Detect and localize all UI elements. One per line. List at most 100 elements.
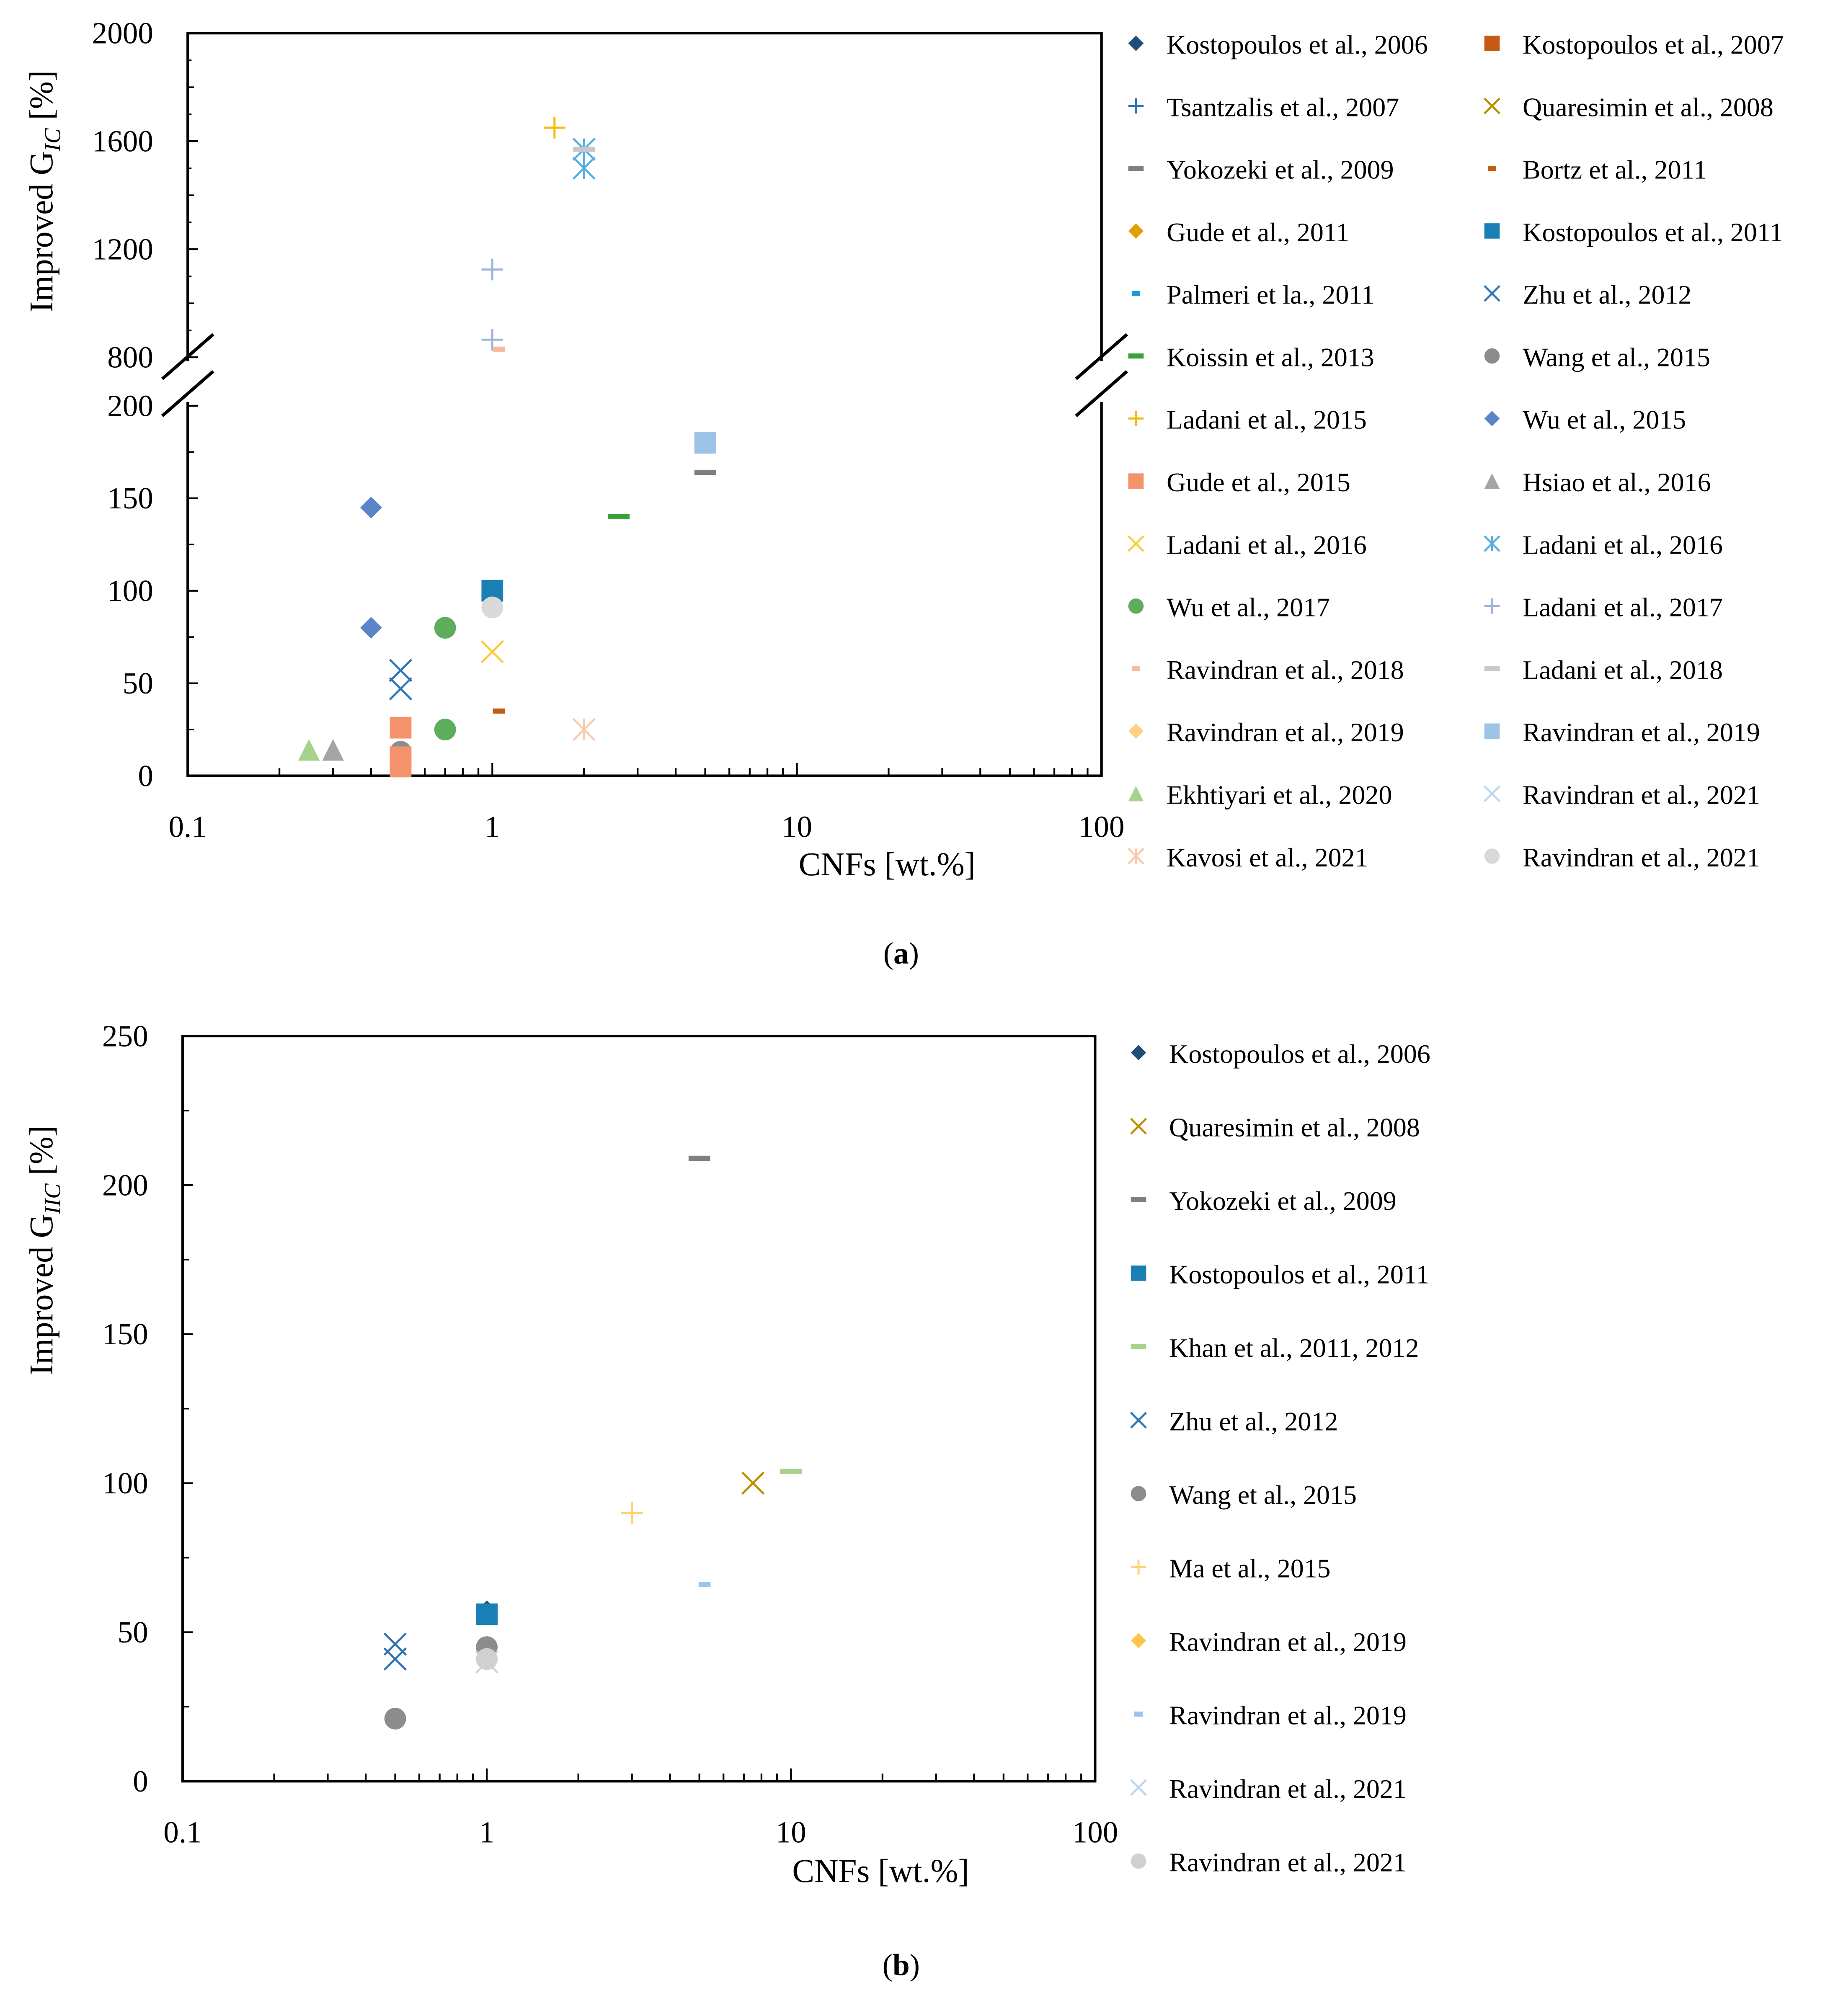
data-point bbox=[572, 157, 596, 180]
legend-label: Ravindran et al., 2021 bbox=[1169, 1774, 1407, 1804]
legend-label: Ma et al., 2015 bbox=[1169, 1553, 1331, 1583]
legend-label: Kostopoulos et al., 2006 bbox=[1169, 1039, 1430, 1069]
data-point bbox=[493, 708, 505, 714]
legend-marker bbox=[1131, 1633, 1146, 1648]
legend-marker bbox=[1128, 411, 1144, 426]
legend-label: Kostopoulos et al., 2006 bbox=[1167, 30, 1428, 59]
data-point bbox=[543, 117, 565, 139]
legend-label: Ravindran et al., 2019 bbox=[1169, 1700, 1407, 1730]
y-tick-label: 150 bbox=[107, 481, 153, 515]
x-axis-label: CNFs [wt.%] bbox=[792, 1853, 969, 1890]
legend-marker bbox=[1130, 1779, 1147, 1796]
data-point bbox=[476, 1603, 498, 1625]
legend-marker bbox=[1484, 411, 1500, 426]
legend-label: Kostopoulos et al., 2011 bbox=[1523, 217, 1783, 247]
legend-label: Ekhtiyari et al., 2020 bbox=[1167, 780, 1392, 810]
legend-marker bbox=[1484, 598, 1500, 614]
y-tick-label: 50 bbox=[123, 666, 153, 700]
legend-marker bbox=[1128, 598, 1144, 614]
data-point bbox=[493, 346, 505, 352]
data-point bbox=[621, 1502, 643, 1524]
y-tick-label: 200 bbox=[107, 389, 153, 423]
legend-label: Tsantzalis et al., 2007 bbox=[1167, 92, 1399, 122]
data-point bbox=[383, 1647, 407, 1671]
data-point bbox=[741, 1472, 765, 1495]
y-tick-label: 250 bbox=[102, 1019, 148, 1053]
data-point bbox=[389, 659, 413, 682]
legend-label: Kavosi et al., 2021 bbox=[1167, 843, 1368, 872]
legend-marker bbox=[1484, 223, 1500, 239]
legend-marker bbox=[1127, 848, 1144, 865]
legend-label: Wu et al., 2015 bbox=[1523, 405, 1686, 435]
legend-marker bbox=[1131, 1344, 1146, 1349]
legend-marker bbox=[1484, 848, 1500, 864]
legend-marker bbox=[1131, 1045, 1146, 1060]
y-tick-label: 100 bbox=[107, 574, 153, 608]
legend-label: Zhu et al., 2012 bbox=[1523, 280, 1691, 309]
legend-label: Yokozeki et al., 2009 bbox=[1167, 155, 1394, 185]
y-tick-label: 2000 bbox=[92, 16, 153, 50]
data-point bbox=[698, 1582, 711, 1587]
legend-marker bbox=[1484, 723, 1500, 739]
legend-marker bbox=[1128, 723, 1144, 739]
legend-label: Gude et al., 2011 bbox=[1167, 217, 1349, 247]
legend-marker bbox=[1128, 353, 1144, 359]
legend-marker bbox=[1131, 1197, 1146, 1202]
legend-label: Zhu et al., 2012 bbox=[1169, 1407, 1338, 1436]
data-point bbox=[360, 617, 382, 639]
y-tick-label: 200 bbox=[102, 1168, 148, 1202]
x-tick-label: 0.1 bbox=[168, 810, 207, 844]
legend-label: Ladani et al., 2016 bbox=[1167, 530, 1367, 559]
y-axis-label: Improved GIIC [%] bbox=[23, 1126, 65, 1376]
axis-break-mark bbox=[1075, 333, 1128, 380]
data-point bbox=[384, 1708, 406, 1730]
legend-label: Ravindran et al., 2018 bbox=[1167, 655, 1404, 685]
legend-label: Ravindran et al., 2019 bbox=[1169, 1627, 1407, 1657]
legend-marker bbox=[1484, 785, 1501, 802]
data-point bbox=[481, 258, 503, 281]
x-tick-label: 1 bbox=[479, 1815, 495, 1849]
legend-marker bbox=[1127, 535, 1144, 552]
data-point bbox=[298, 739, 320, 761]
legend-label: Wang et al., 2015 bbox=[1169, 1480, 1357, 1510]
x-axis-label: CNFs [wt.%] bbox=[799, 846, 976, 883]
chart-b: 0 50 100 150 200 250 0.1 1 10 100 CNFs [wt.%] Impro… bbox=[23, 1019, 1430, 1982]
legend-marker bbox=[1130, 1118, 1147, 1135]
caption-a: (a) bbox=[883, 936, 919, 970]
legend-label: Ladani et al., 2016 bbox=[1523, 530, 1723, 559]
caption-b: (b) bbox=[883, 1948, 920, 1982]
legend-marker bbox=[1484, 473, 1500, 489]
data-point bbox=[480, 640, 504, 664]
x-tick-label: 100 bbox=[1072, 1815, 1118, 1849]
legend-label: Ravindran et al., 2019 bbox=[1523, 717, 1760, 747]
legend-marker bbox=[1484, 535, 1501, 552]
chart-a: 0 50 100 150 200 800 1200 1600 2000 0.1 1 10 100 CNFs… bbox=[23, 16, 1784, 970]
data-point bbox=[322, 739, 344, 761]
y-tick-label: 0 bbox=[138, 759, 153, 793]
legend-label: Ladani et al., 2018 bbox=[1523, 655, 1723, 685]
data-point bbox=[389, 677, 413, 701]
plot-frame bbox=[181, 1034, 1097, 1783]
legend-marker bbox=[1128, 786, 1144, 802]
axis-break-mark bbox=[161, 370, 214, 418]
data-point bbox=[476, 1648, 498, 1670]
data-point bbox=[694, 432, 716, 454]
legend-marker bbox=[1131, 1265, 1146, 1281]
legend-label: Quaresimin et al., 2008 bbox=[1523, 92, 1773, 122]
x-tick-label: 1 bbox=[485, 810, 500, 844]
axis-break-gap-right bbox=[1091, 361, 1112, 402]
legend-label: Wu et al., 2017 bbox=[1167, 593, 1330, 622]
legend-marker bbox=[1484, 666, 1500, 671]
legend-marker bbox=[1128, 36, 1144, 51]
legend-label: Koissin et al., 2013 bbox=[1167, 342, 1374, 372]
legend-marker bbox=[1131, 1559, 1146, 1575]
legend-marker bbox=[1484, 97, 1501, 114]
data-point bbox=[694, 469, 716, 475]
legend-label: Hsiao et al., 2016 bbox=[1523, 467, 1711, 497]
legend-label: Kostopoulos et al., 2011 bbox=[1169, 1260, 1429, 1289]
legend-label: Bortz et al., 2011 bbox=[1523, 155, 1707, 185]
legend-marker bbox=[1484, 348, 1500, 364]
legend-marker bbox=[1128, 223, 1144, 239]
data-point bbox=[390, 717, 412, 739]
